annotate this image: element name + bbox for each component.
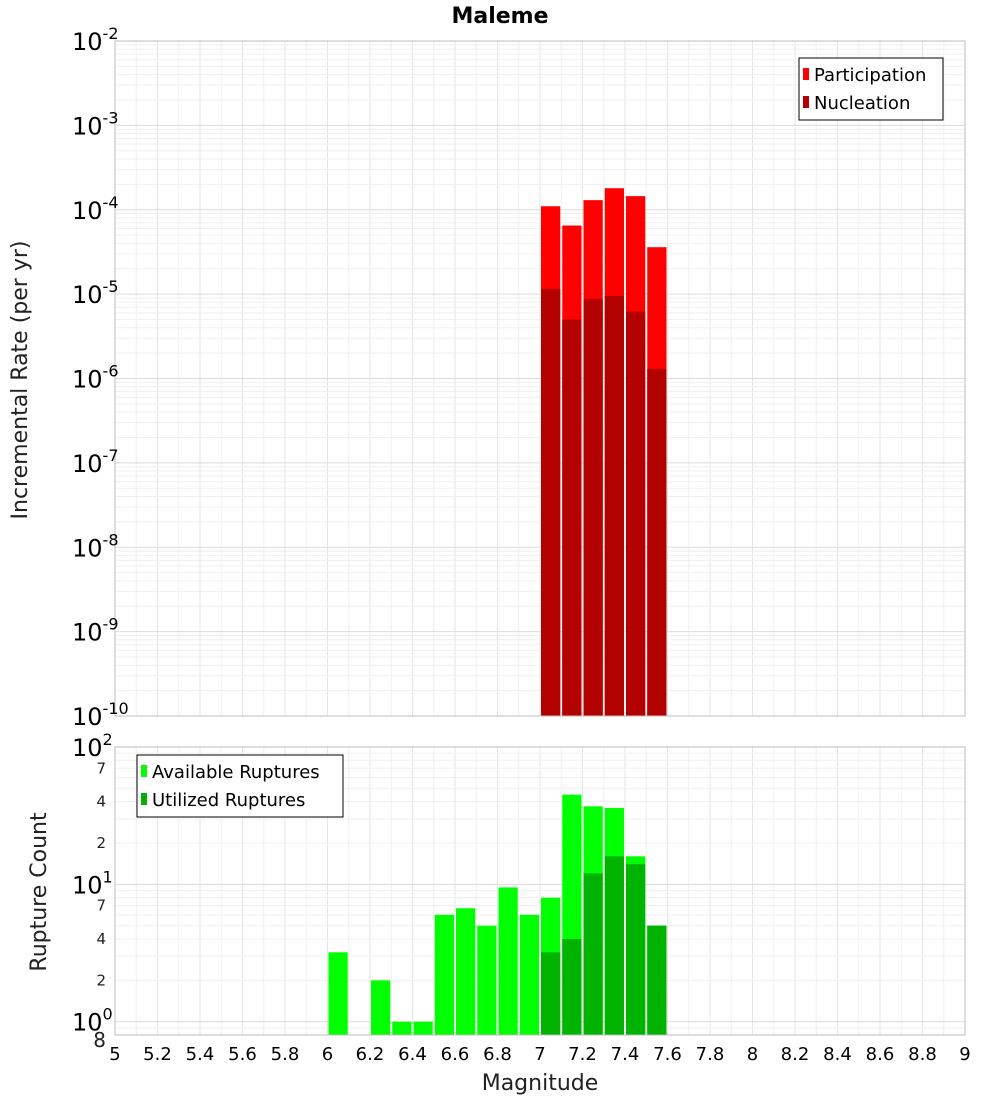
bar-nucleation xyxy=(604,296,624,716)
x-tick-label: 8.4 xyxy=(823,1044,852,1065)
bar-utilized-ruptures xyxy=(562,939,582,1035)
bottom-y-minor-tick-label: 2 xyxy=(96,834,106,852)
top-y-tick-label: 10-5 xyxy=(72,277,119,309)
legend-swatch xyxy=(141,765,147,777)
x-tick-label: 5.6 xyxy=(228,1044,257,1065)
bar-available-ruptures xyxy=(498,887,518,1035)
bottom-legend: Available Ruptures Utilized Ruptures xyxy=(136,754,344,818)
x-tick-label: 5 xyxy=(109,1044,120,1065)
top-y-tick-label: 10-10 xyxy=(72,699,129,731)
x-tick-label: 7.6 xyxy=(653,1044,682,1065)
bar-nucleation xyxy=(583,298,603,716)
x-tick-label: 5.4 xyxy=(186,1044,215,1065)
bottom-y-tick-label: 100 xyxy=(72,1005,113,1037)
top-legend: Participation Nucleation xyxy=(798,57,944,121)
bottom-y-minor-tick-label: 7 xyxy=(96,897,106,915)
bar-utilized-ruptures xyxy=(626,864,646,1035)
legend-swatch xyxy=(803,96,809,108)
bar-available-ruptures xyxy=(328,952,348,1035)
bar-available-ruptures xyxy=(477,925,497,1035)
bar-nucleation xyxy=(541,289,561,716)
top-grid xyxy=(114,41,966,717)
bottom-y-minor-tick-label: 4 xyxy=(96,930,106,948)
bottom-y-axis-label: Rupture Count xyxy=(27,812,52,972)
x-axis-label: Magnitude xyxy=(482,1071,599,1096)
bar-nucleation xyxy=(626,311,646,716)
x-tick-label: 8 xyxy=(747,1044,758,1065)
bar-utilized-ruptures xyxy=(604,856,624,1035)
x-tick-label: 7.4 xyxy=(611,1044,640,1065)
bottom-plot-frame xyxy=(114,746,966,1036)
top-plot-frame xyxy=(114,40,966,717)
bottom-bars xyxy=(328,794,667,1035)
top-y-tick-label: 10-8 xyxy=(72,530,119,562)
x-tick-label: 6.4 xyxy=(398,1044,427,1065)
x-tick-label: 8.2 xyxy=(781,1044,810,1065)
x-tick-label: 9 xyxy=(959,1044,970,1065)
bar-utilized-ruptures xyxy=(541,952,561,1035)
x-tick-label: 6.6 xyxy=(441,1044,470,1065)
x-ticks: 5 5.2 5.4 5.6 5.8 6 6.2 6.4 6.6 6.8 7 7.2 7.4 7.6 7.8 8… xyxy=(109,1044,970,1065)
bar-available-ruptures xyxy=(434,914,454,1035)
top-y-axis-label: Incremental Rate (per yr) xyxy=(8,241,33,520)
legend-box xyxy=(798,57,944,121)
top-y-tick-label: 10-6 xyxy=(72,362,119,394)
bottom-y-minor-tick-label: 7 xyxy=(96,759,106,777)
bottom-y-minor-tick-label: 8 xyxy=(93,1028,106,1052)
legend-entry: Nucleation xyxy=(814,93,910,114)
bar-available-ruptures xyxy=(413,1021,433,1035)
x-tick-label: 8.6 xyxy=(866,1044,895,1065)
top-y-tick-label: 10-7 xyxy=(72,446,119,478)
x-tick-label: 7.2 xyxy=(568,1044,597,1065)
top-y-tick-label: 10-4 xyxy=(72,193,119,225)
x-tick-label: 6 xyxy=(322,1044,333,1065)
top-y-tick-label: 10-2 xyxy=(72,24,119,56)
legend-entry: Participation xyxy=(814,65,926,86)
x-tick-label: 7 xyxy=(534,1044,545,1065)
bottom-y-minor-tick-label: 4 xyxy=(96,793,106,811)
legend-swatch xyxy=(141,793,147,805)
legend-swatch xyxy=(803,68,809,80)
x-tick-label: 8.8 xyxy=(908,1044,937,1065)
bottom-y-ticks: 100 101 102 2 4 7 2 4 7 8 xyxy=(72,730,113,1052)
legend-entry: Utilized Ruptures xyxy=(152,790,305,811)
top-bars xyxy=(541,188,667,717)
top-y-tick-label: 10-9 xyxy=(72,615,119,647)
legend-entry: Available Ruptures xyxy=(152,762,320,783)
bar-utilized-ruptures xyxy=(583,873,603,1035)
bar-available-ruptures xyxy=(456,908,476,1035)
bottom-y-minor-tick-label: 2 xyxy=(96,971,106,989)
bottom-y-tick-label: 101 xyxy=(72,867,113,899)
top-y-tick-label: 10-3 xyxy=(72,108,119,140)
rupture-count-panel: 100 101 102 2 4 7 2 4 7 8 Rupture Count Available… xyxy=(27,730,966,1052)
x-tick-label: 5.2 xyxy=(143,1044,172,1065)
bar-nucleation xyxy=(562,319,582,716)
legend-box xyxy=(136,754,344,818)
bar-available-ruptures xyxy=(371,980,391,1035)
x-tick-label: 6.8 xyxy=(483,1044,512,1065)
bar-available-ruptures xyxy=(519,914,539,1035)
top-y-ticks: 10-10 10-9 10-8 10-7 10-6 10-5 10-4 10-3 10-2 xyxy=(72,24,129,731)
x-tick-label: 7.8 xyxy=(696,1044,725,1065)
bar-nucleation xyxy=(647,368,667,716)
x-tick-label: 6.2 xyxy=(356,1044,385,1065)
chart-title: Maleme xyxy=(451,4,548,29)
bar-utilized-ruptures xyxy=(647,925,667,1035)
bar-available-ruptures xyxy=(392,1021,412,1035)
bottom-y-tick-label: 102 xyxy=(72,730,113,762)
incremental-rate-panel: 10-10 10-9 10-8 10-7 10-6 10-5 10-4 10-3 10-2 In… xyxy=(8,24,966,731)
x-tick-label: 5.8 xyxy=(271,1044,300,1065)
